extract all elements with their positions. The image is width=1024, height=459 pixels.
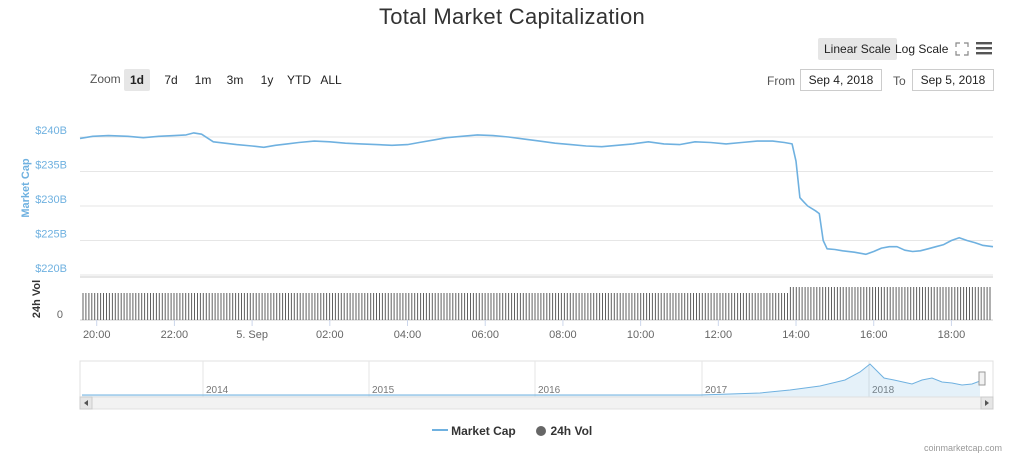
y-tick-label: $230B bbox=[35, 194, 67, 206]
credits-link[interactable]: coinmarketcap.com bbox=[923, 443, 1002, 453]
navigator-series-area bbox=[82, 364, 980, 397]
x-tick-label: 14:00 bbox=[782, 329, 810, 341]
navigator-year-label: 2015 bbox=[372, 385, 395, 396]
from-date-input[interactable]: Sep 4, 2018 bbox=[800, 69, 882, 91]
y-axis-ticks: $240B $235B $230B $225B $220B bbox=[35, 125, 67, 275]
hamburger-menu-icon[interactable] bbox=[976, 41, 992, 60]
x-tick-label: 5. Sep bbox=[236, 329, 268, 341]
series-lines bbox=[79, 132, 994, 256]
x-tick-label: 08:00 bbox=[549, 329, 577, 341]
series-line-market-cap bbox=[79, 132, 994, 256]
y-axis-label: Market Cap bbox=[20, 158, 32, 218]
to-date-input[interactable]: Sep 5, 2018 bbox=[912, 69, 994, 91]
expand-icon-glyph bbox=[955, 42, 969, 56]
navigator[interactable]: 2014 2015 2016 2017 2018 bbox=[79, 360, 994, 410]
zoom-1m-button[interactable]: 1m bbox=[194, 73, 212, 87]
chart-title: Total Market Capitalization bbox=[378, 4, 646, 29]
zoom-7d-button[interactable]: 7d bbox=[164, 73, 178, 87]
navigator-frame bbox=[79, 360, 994, 398]
zoom-1y-button[interactable]: 1y bbox=[260, 73, 274, 87]
navigator-series-line bbox=[82, 363, 981, 396]
legend-line-icon bbox=[431, 429, 448, 431]
menu-icon-glyph bbox=[976, 42, 992, 55]
to-label: To bbox=[893, 74, 906, 88]
x-tick-label: 20:00 bbox=[83, 329, 111, 341]
volume-zero-tick: 0 bbox=[57, 309, 63, 321]
x-tick-label: 16:00 bbox=[860, 329, 888, 341]
x-tick-label: 22:00 bbox=[161, 329, 189, 341]
navigator-year-label: 2014 bbox=[206, 385, 229, 396]
volume-bars bbox=[82, 287, 991, 320]
x-tick-label: 06:00 bbox=[471, 329, 499, 341]
expand-icon[interactable] bbox=[955, 42, 969, 61]
scroll-left-arrow-icon bbox=[84, 400, 88, 406]
navigator-year-label: 2017 bbox=[705, 385, 728, 396]
from-label: From bbox=[767, 74, 795, 88]
log-scale-button[interactable]: Log Scale bbox=[895, 42, 949, 56]
navigator-year-label: 2016 bbox=[538, 385, 561, 396]
scroll-right-arrow-icon bbox=[985, 400, 989, 406]
x-tick-label: 12:00 bbox=[705, 329, 733, 341]
legend: Market Cap 24h Vol bbox=[0, 424, 1024, 438]
legend-dot-icon bbox=[536, 426, 547, 436]
x-tick-label: 02:00 bbox=[316, 329, 344, 341]
x-tick-label: 18:00 bbox=[938, 329, 966, 341]
y-tick-label: $235B bbox=[35, 160, 67, 172]
legend-item-market-cap[interactable]: Market Cap bbox=[431, 424, 516, 438]
legend-label-market-cap: Market Cap bbox=[451, 424, 516, 438]
zoom-all-button[interactable]: ALL bbox=[320, 73, 342, 87]
legend-item-volume[interactable]: 24h Vol bbox=[535, 424, 592, 438]
zoom-3m-button[interactable]: 3m bbox=[226, 73, 244, 87]
zoom-ytd-button[interactable]: YTD bbox=[287, 73, 311, 87]
y-tick-label: $220B bbox=[35, 263, 67, 275]
x-tick-label: 04:00 bbox=[394, 329, 422, 341]
gridlines bbox=[80, 136, 993, 321]
zoom-label: Zoom bbox=[90, 72, 121, 86]
linear-scale-button[interactable]: Linear Scale bbox=[818, 38, 897, 60]
y-tick-label: $225B bbox=[35, 229, 67, 241]
x-axis-ticks: 20:00 22:00 5. Sep 02:00 04:00 06:00 08:00 10:0… bbox=[83, 320, 965, 341]
x-tick-label: 10:00 bbox=[627, 329, 655, 341]
y-tick-label: $240B bbox=[35, 125, 67, 137]
legend-label-volume: 24h Vol bbox=[550, 424, 593, 438]
navigator-handle bbox=[978, 371, 986, 386]
navigator-year-label: 2018 bbox=[872, 385, 895, 396]
navigator-scrollbar bbox=[79, 396, 994, 410]
volume-axis-label: 24h Vol bbox=[31, 280, 43, 318]
zoom-1d-button[interactable]: 1d bbox=[124, 69, 150, 91]
